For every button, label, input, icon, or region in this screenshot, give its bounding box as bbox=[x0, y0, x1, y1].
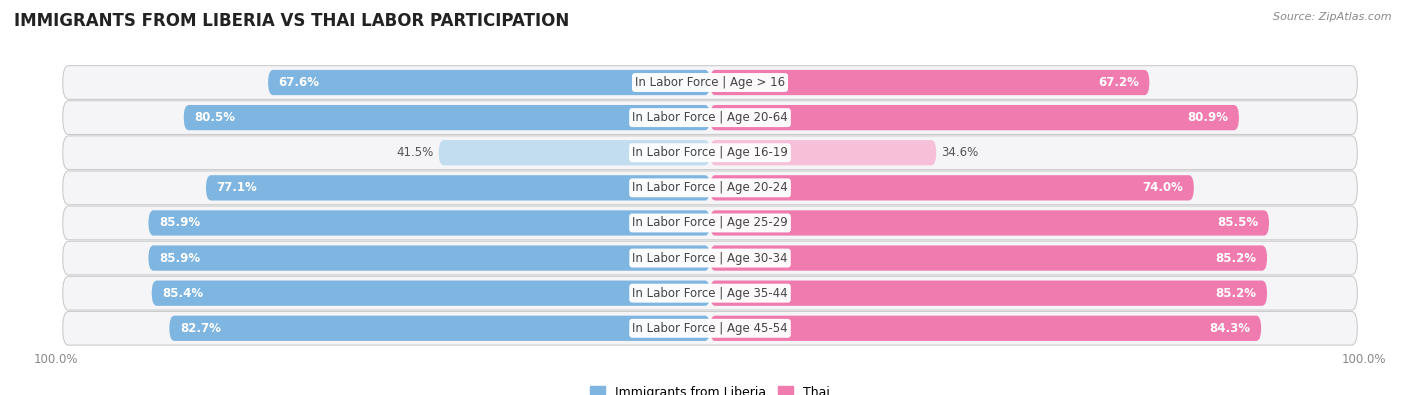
Text: In Labor Force | Age 20-64: In Labor Force | Age 20-64 bbox=[633, 111, 787, 124]
FancyBboxPatch shape bbox=[63, 101, 1357, 134]
Text: In Labor Force | Age 45-54: In Labor Force | Age 45-54 bbox=[633, 322, 787, 335]
Text: Source: ZipAtlas.com: Source: ZipAtlas.com bbox=[1274, 12, 1392, 22]
Text: In Labor Force | Age 35-44: In Labor Force | Age 35-44 bbox=[633, 287, 787, 300]
FancyBboxPatch shape bbox=[152, 280, 710, 306]
FancyBboxPatch shape bbox=[269, 70, 710, 95]
Text: 85.2%: 85.2% bbox=[1216, 287, 1257, 300]
Text: 80.9%: 80.9% bbox=[1188, 111, 1229, 124]
FancyBboxPatch shape bbox=[439, 140, 710, 166]
FancyBboxPatch shape bbox=[63, 136, 1357, 169]
FancyBboxPatch shape bbox=[710, 210, 1270, 235]
Text: 84.3%: 84.3% bbox=[1209, 322, 1251, 335]
FancyBboxPatch shape bbox=[63, 311, 1357, 345]
FancyBboxPatch shape bbox=[710, 140, 936, 166]
Text: 77.1%: 77.1% bbox=[217, 181, 257, 194]
FancyBboxPatch shape bbox=[149, 245, 710, 271]
Text: IMMIGRANTS FROM LIBERIA VS THAI LABOR PARTICIPATION: IMMIGRANTS FROM LIBERIA VS THAI LABOR PA… bbox=[14, 12, 569, 30]
Text: In Labor Force | Age 25-29: In Labor Force | Age 25-29 bbox=[633, 216, 787, 229]
Text: 85.9%: 85.9% bbox=[159, 216, 200, 229]
Text: 74.0%: 74.0% bbox=[1143, 181, 1184, 194]
FancyBboxPatch shape bbox=[710, 70, 1149, 95]
FancyBboxPatch shape bbox=[205, 175, 710, 201]
FancyBboxPatch shape bbox=[63, 276, 1357, 310]
FancyBboxPatch shape bbox=[710, 245, 1267, 271]
Text: 85.4%: 85.4% bbox=[162, 287, 204, 300]
FancyBboxPatch shape bbox=[63, 66, 1357, 100]
Text: 85.9%: 85.9% bbox=[159, 252, 200, 265]
Text: 85.2%: 85.2% bbox=[1216, 252, 1257, 265]
FancyBboxPatch shape bbox=[710, 280, 1267, 306]
Text: 80.5%: 80.5% bbox=[194, 111, 235, 124]
Text: 67.2%: 67.2% bbox=[1098, 76, 1139, 89]
Text: In Labor Force | Age 30-34: In Labor Force | Age 30-34 bbox=[633, 252, 787, 265]
Text: 85.5%: 85.5% bbox=[1218, 216, 1258, 229]
FancyBboxPatch shape bbox=[63, 241, 1357, 275]
Text: 67.6%: 67.6% bbox=[278, 76, 319, 89]
FancyBboxPatch shape bbox=[184, 105, 710, 130]
Text: In Labor Force | Age > 16: In Labor Force | Age > 16 bbox=[636, 76, 785, 89]
Text: 34.6%: 34.6% bbox=[942, 146, 979, 159]
Legend: Immigrants from Liberia, Thai: Immigrants from Liberia, Thai bbox=[585, 381, 835, 395]
FancyBboxPatch shape bbox=[149, 210, 710, 235]
FancyBboxPatch shape bbox=[63, 171, 1357, 205]
FancyBboxPatch shape bbox=[63, 206, 1357, 240]
Text: In Labor Force | Age 20-24: In Labor Force | Age 20-24 bbox=[633, 181, 787, 194]
Text: In Labor Force | Age 16-19: In Labor Force | Age 16-19 bbox=[633, 146, 787, 159]
FancyBboxPatch shape bbox=[710, 175, 1194, 201]
FancyBboxPatch shape bbox=[710, 316, 1261, 341]
Text: 82.7%: 82.7% bbox=[180, 322, 221, 335]
FancyBboxPatch shape bbox=[169, 316, 710, 341]
Text: 41.5%: 41.5% bbox=[396, 146, 433, 159]
FancyBboxPatch shape bbox=[710, 105, 1239, 130]
